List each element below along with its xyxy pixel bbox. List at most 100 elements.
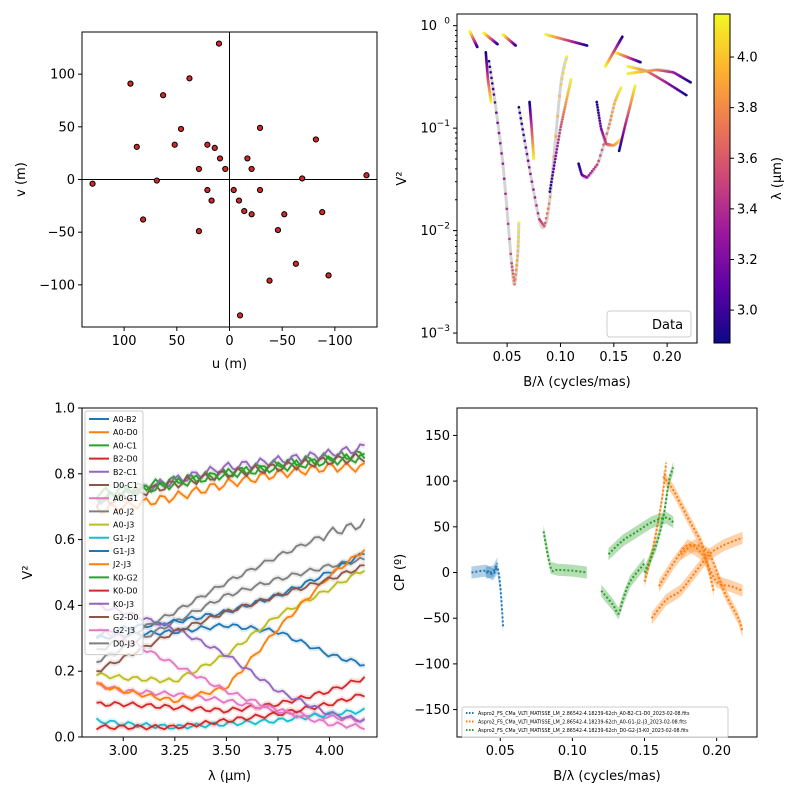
v2l-legend-label: A0-G1 (113, 494, 138, 503)
uv-xtick-label: −50 (268, 334, 295, 349)
v2-point (598, 154, 602, 157)
v2l-band (96, 691, 365, 733)
uv-point (274, 226, 282, 234)
v2-point (598, 116, 601, 120)
v2l-legend-label: A0-J2 (113, 507, 134, 516)
v2-point (501, 33, 505, 36)
v2-point (532, 157, 536, 161)
v2-point (559, 123, 563, 126)
uv-point (236, 312, 244, 319)
v2-point (513, 282, 516, 286)
v2l-band (96, 450, 365, 511)
v2-point (615, 97, 618, 100)
v2l-legend-label: B2-D0 (113, 455, 138, 464)
uv-point (211, 144, 218, 151)
wavelength-colorbar: 3.0 3.2 3.4 3.6 3.8 4.0 λ (μm) (713, 13, 785, 344)
uv-point (208, 197, 215, 204)
v2-point (536, 211, 540, 215)
v2l-legend-label: D0-C1 (113, 481, 138, 490)
v2-point (597, 159, 600, 163)
v2-point (489, 100, 493, 104)
cp-series-line (471, 566, 505, 628)
uv-point (204, 141, 211, 148)
v2-point (521, 128, 524, 131)
v2-point (633, 71, 636, 75)
v2-point (505, 207, 509, 211)
uv-point (133, 143, 140, 150)
v2-point (482, 31, 485, 35)
v2-point (517, 235, 520, 239)
uv-point (177, 125, 185, 133)
uv-point (222, 165, 229, 173)
uv-point (325, 272, 332, 279)
v2-point (556, 114, 560, 118)
v2-point (558, 94, 561, 98)
colorbar-tick-label: 3.6 (737, 152, 758, 167)
v2l-band (96, 450, 365, 507)
v2-point (557, 138, 560, 141)
colorbar-tick-label: 3.8 (737, 101, 758, 116)
uv-point (281, 211, 288, 218)
v2-point (524, 146, 528, 149)
v2-point (646, 69, 649, 73)
colorbar-tick-label: 3.2 (737, 253, 758, 268)
v2l-legend-label: K0-J3 (113, 600, 134, 609)
v2-point (490, 82, 494, 85)
v2f-ytick-label: 10 (420, 224, 437, 239)
v2-point (561, 118, 564, 121)
v2-point (561, 115, 565, 119)
v2l-band (96, 562, 365, 675)
v2l-band (96, 679, 365, 725)
axes-frame (81, 407, 378, 738)
v2-point (509, 252, 513, 256)
v2-point (549, 187, 552, 190)
v2f-xlabel: B/λ (cycles/mas) (523, 375, 630, 390)
uv-point (292, 260, 299, 267)
v2l-legend-label: B2-C1 (113, 468, 137, 477)
v2-point (567, 90, 570, 94)
v2-error-band (517, 56, 569, 230)
cp-series-line (662, 475, 715, 592)
v2l-series-line (95, 693, 365, 731)
v2f-xtick-label: 0.15 (599, 350, 628, 365)
v2-point (585, 176, 589, 179)
v2f-legend-label: Data (652, 318, 683, 333)
uv-point (160, 92, 167, 99)
v2-point (529, 172, 532, 176)
cp-ytick-label: −150 (414, 703, 450, 718)
v2l-ytick-label: 0.0 (54, 731, 75, 746)
v2-point (558, 131, 561, 135)
v2-point (516, 254, 519, 258)
cp-error-band (644, 456, 667, 588)
v2-point (543, 221, 547, 225)
v2-point (511, 268, 514, 272)
uv-point (140, 216, 147, 223)
v2f-xtick-label: 0.20 (653, 350, 682, 365)
v2-point (613, 102, 616, 106)
v2-point (546, 207, 550, 210)
v2-point (595, 163, 599, 167)
v2-point (527, 166, 531, 169)
v2-point (542, 224, 546, 228)
cp-series-line (679, 544, 744, 633)
v2-point (553, 157, 557, 161)
v2-point (522, 133, 525, 137)
v2-point (563, 66, 566, 69)
v2-point (614, 99, 617, 103)
v2f-legend-box (606, 310, 692, 338)
uv-point (127, 80, 134, 87)
uv-point (319, 209, 326, 216)
v2f-xtick-label: 0.10 (546, 350, 575, 365)
v2-point (596, 108, 600, 112)
v2l-legend-label: K0-G2 (113, 573, 138, 582)
cp-series-line (607, 516, 674, 555)
v2-point (603, 65, 607, 68)
v2-point (549, 183, 553, 187)
uv-xtick-label: 0 (225, 334, 233, 349)
v2l-legend-label: D0-J3 (113, 639, 135, 648)
v2l-ylabel: V² (21, 565, 36, 579)
v2-point (553, 161, 557, 164)
v2-point (500, 152, 503, 155)
v2l-legend-label: K0-D0 (113, 587, 137, 596)
